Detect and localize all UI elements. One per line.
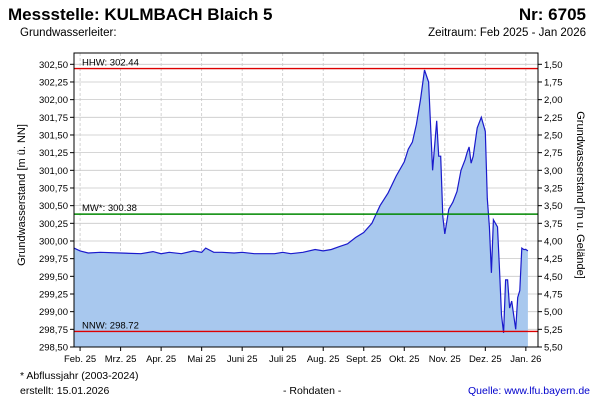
groundwater-area [74,70,528,347]
x-tick-label: Juni 25 [227,354,258,365]
y2-axis-label: Grundwasserstand [m u. Gelände] [574,111,586,279]
reference-lines: HHW: 302.44 MW*: 300.38 NNW: 298.72 [74,58,538,333]
raw-data-note: - Rohdaten - [283,385,342,397]
y2-tick-label: 5,00 [544,307,563,318]
y-tick-label: 301,75 [39,113,68,124]
y-tick-label: 301,25 [39,148,68,159]
y2-axis-ticks: 1,50 1,75 2,00 2,25 2,50 2,75 3,00 3,25 3,50 3,75… [538,60,563,354]
created-date: erstellt: 15.01.2026 [20,385,110,397]
y-tick-label: 300,50 [39,201,68,212]
y-tick-label: 300,75 [39,183,68,194]
y-tick-label: 299,25 [39,289,68,300]
y2-tick-label: 2,25 [544,113,563,124]
y-tick-label: 301,50 [39,130,68,141]
footnote: * Abflussjahr (2003-2024) [20,370,139,382]
y2-tick-label: 4,50 [544,272,563,283]
groundwater-line [73,69,529,333]
y2-tick-label: 4,25 [544,254,563,265]
y-tick-label: 302,50 [39,60,68,71]
y-tick-label: 301,00 [39,166,68,177]
y-tick-label: 298,75 [39,325,68,336]
y2-tick-label: 5,50 [544,343,563,354]
page-title: Messstelle: KULMBACH Blaich 5 [8,5,273,24]
y2-tick-label: 4,75 [544,289,563,300]
x-tick-label: Mrz. 25 [105,354,137,365]
y2-tick-label: 5,25 [544,325,563,336]
y-tick-label: 299,75 [39,254,68,265]
y2-tick-label: 2,00 [544,95,563,106]
y-tick-label: 302,00 [39,95,68,106]
nnw-label: NNW: 298.72 [82,320,139,331]
x-tick-label: Juli 25 [269,354,296,365]
hhw-label: HHW: 302.44 [82,58,139,69]
y2-tick-label: 1,75 [544,77,563,88]
x-tick-label: Feb. 25 [64,354,96,365]
y2-tick-label: 3,25 [544,183,563,194]
mw-label: MW*: 300.38 [82,203,137,214]
period-label: Zeitraum: Feb 2025 - Jan 2026 [428,27,586,39]
y2-tick-label: 3,75 [544,219,563,230]
y-tick-label: 299,00 [39,307,68,318]
x-tick-label: Apr. 25 [146,354,176,365]
aquifer-label: Grundwasserleiter: [20,27,117,39]
y-tick-label: 300,25 [39,219,68,230]
y2-tick-label: 3,50 [544,201,563,212]
plot-frame [73,52,539,348]
y2-tick-label: 1,50 [544,60,563,71]
y-tick-label: 302,25 [39,77,68,88]
source-link[interactable]: Quelle: www.lfu.bayern.de [468,385,590,397]
y-tick-label: 300,00 [39,236,68,247]
y-tick-label: 298,50 [39,343,68,354]
station-number: Nr: 6705 [518,5,586,24]
y2-tick-label: 3,00 [544,166,563,177]
y-axis-ticks: 302,50 302,25 302,00 301,75 301,50 301,25 301,… [39,60,74,354]
x-axis-ticks: Feb. 25 Mrz. 25 Apr. 25 Mai 25 Juni 25 Juli 2… [64,347,541,365]
y2-tick-label: 2,50 [544,130,563,141]
x-tick-label: Mai 25 [187,354,216,365]
x-tick-label: Sept. 25 [346,354,381,365]
x-tick-label: Okt. 25 [389,354,420,365]
y2-tick-label: 4,00 [544,236,563,247]
y-tick-label: 299,50 [39,272,68,283]
x-tick-label: Dez. 25 [469,354,502,365]
x-tick-label: Nov. 25 [429,354,461,365]
x-tick-label: Aug. 25 [307,354,340,365]
y2-tick-label: 2,75 [544,148,563,159]
x-tick-label: Jan. 26 [510,354,541,365]
y-axis-label: Grundwasserstand [m ü. NN] [16,124,28,266]
